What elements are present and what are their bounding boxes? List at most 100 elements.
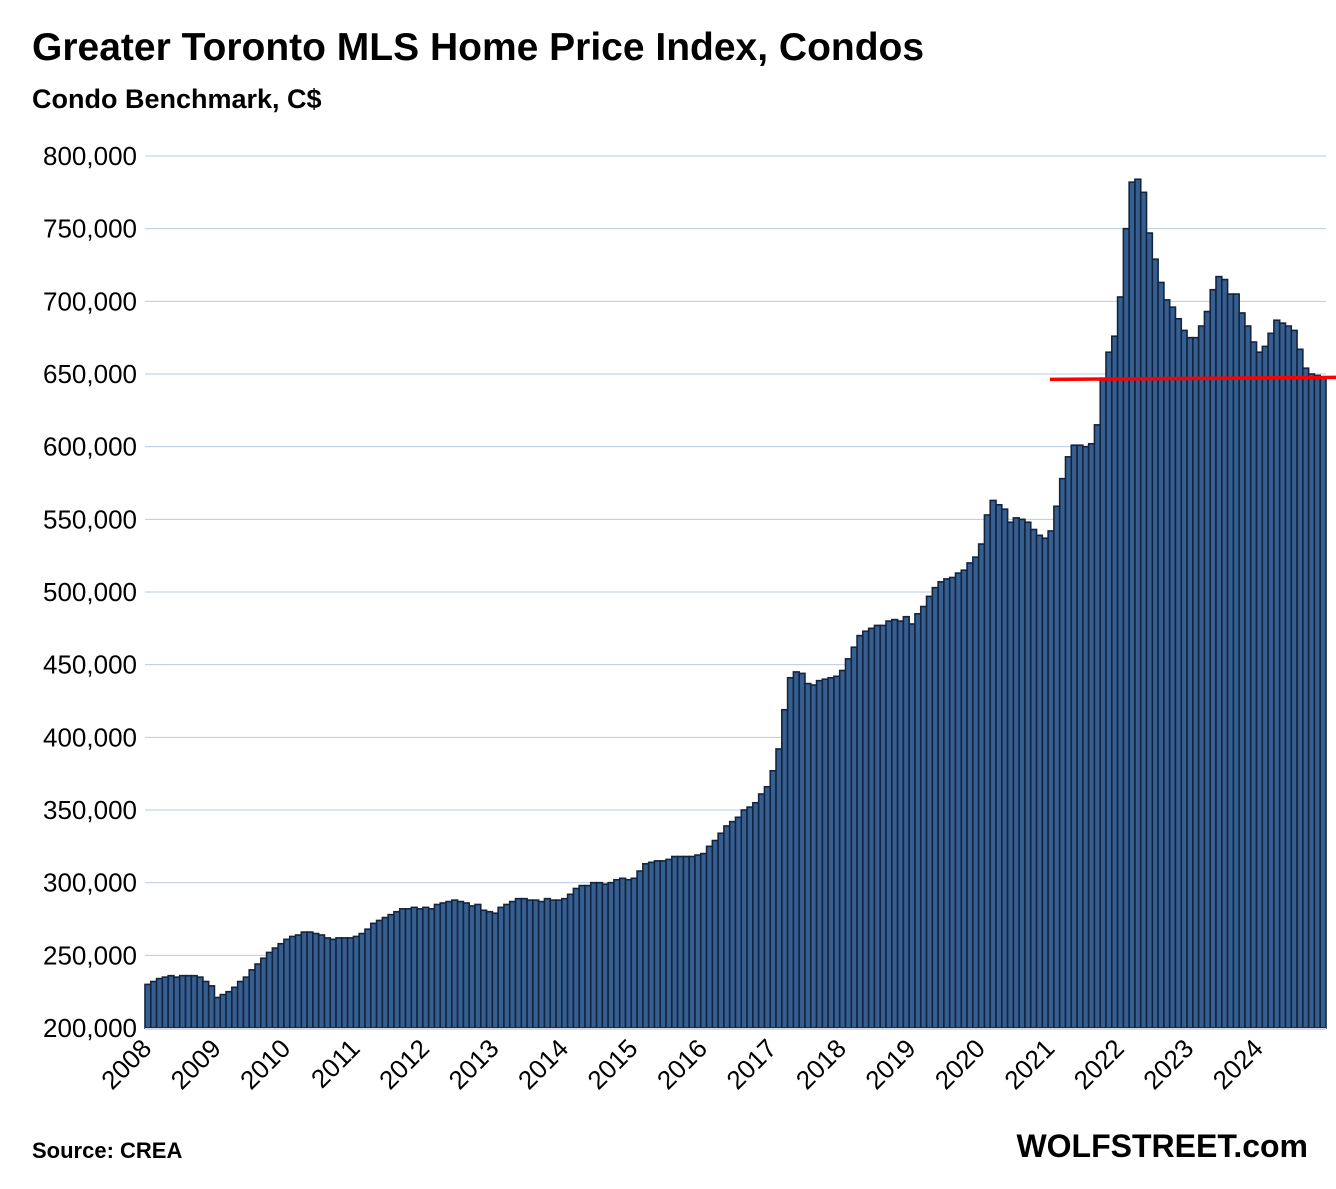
chart-title: Greater Toronto MLS Home Price Index, Co…: [32, 26, 925, 69]
bar: [1302, 367, 1310, 1029]
bar: [966, 562, 974, 1029]
bar: [1093, 424, 1102, 1029]
chart-subtitle: Condo Benchmark, C$: [32, 84, 322, 114]
bar: [734, 816, 743, 1029]
bar: [364, 928, 372, 1029]
bar: [601, 883, 609, 1029]
bar: [919, 605, 928, 1029]
bar: [479, 909, 488, 1029]
bar: [671, 855, 679, 1029]
bar: [902, 615, 910, 1029]
bar: [931, 586, 939, 1029]
bar: [879, 624, 887, 1029]
bar: [1249, 341, 1258, 1029]
bar: [526, 899, 534, 1029]
bar: [589, 881, 598, 1029]
bar: [1006, 521, 1015, 1029]
bar: [717, 832, 725, 1029]
bar: [485, 910, 494, 1029]
bar: [445, 900, 453, 1029]
bar: [254, 963, 262, 1029]
reference-line: [1049, 375, 1336, 382]
bar: [456, 900, 465, 1029]
bar: [387, 913, 395, 1029]
bar: [416, 908, 424, 1029]
bar: [341, 937, 349, 1029]
bar: [561, 897, 569, 1029]
bar: [277, 942, 285, 1029]
x-tick-label: 2009: [165, 1033, 227, 1095]
bar: [925, 595, 934, 1029]
bar: [231, 986, 239, 1029]
bar: [1307, 373, 1316, 1029]
x-tick-label: 2021: [998, 1033, 1060, 1095]
bar: [1238, 312, 1246, 1029]
bar: [1053, 505, 1061, 1029]
bar: [1261, 345, 1269, 1029]
bar: [184, 974, 193, 1029]
bar: [1278, 322, 1287, 1029]
bar: [896, 620, 905, 1029]
bar: [1180, 329, 1188, 1029]
bar: [294, 934, 303, 1029]
bar: [1284, 325, 1293, 1029]
bar: [1082, 445, 1090, 1029]
bar: [1064, 456, 1073, 1029]
bar: [613, 878, 621, 1029]
y-tick-label: 600,000: [43, 432, 137, 462]
bar: [1226, 293, 1235, 1029]
bar: [763, 785, 772, 1029]
bar: [699, 852, 708, 1029]
bar: [618, 877, 627, 1029]
bar: [972, 556, 980, 1029]
bar: [514, 897, 523, 1029]
x-tick-label: 2022: [1068, 1033, 1130, 1095]
bar: [352, 935, 361, 1029]
bar: [225, 990, 233, 1029]
bar: [1197, 325, 1206, 1029]
bar: [213, 996, 222, 1029]
y-tick-label: 250,000: [43, 940, 137, 970]
bar: [1018, 518, 1026, 1029]
bar: [1157, 281, 1165, 1029]
bar: [503, 903, 511, 1029]
bar: [259, 957, 268, 1029]
bar: [404, 908, 413, 1029]
x-tick-label: 2012: [373, 1033, 435, 1095]
bar: [647, 861, 656, 1029]
bar: [833, 675, 841, 1029]
bar: [1139, 191, 1148, 1029]
bar: [624, 878, 633, 1029]
x-tick-label: 2020: [929, 1033, 991, 1095]
x-tick-label: 2019: [859, 1033, 921, 1095]
bar: [1192, 336, 1200, 1029]
x-tick-label: 2014: [512, 1033, 574, 1095]
bar: [844, 658, 853, 1029]
bar: [433, 903, 442, 1029]
bar: [682, 855, 690, 1029]
bar: [1024, 521, 1032, 1029]
bar: [711, 839, 719, 1029]
y-tick-label: 500,000: [43, 577, 137, 607]
bar: [1163, 299, 1171, 1029]
bar: [207, 985, 216, 1029]
bar: [335, 937, 343, 1029]
bar: [393, 910, 401, 1029]
bar: [914, 612, 922, 1029]
bar: [1116, 296, 1125, 1029]
bar: [149, 980, 158, 1029]
bar: [728, 820, 737, 1029]
x-tick-label: 2018: [790, 1033, 852, 1095]
bar: [665, 858, 673, 1029]
bar: [804, 682, 812, 1029]
bar: [723, 825, 731, 1029]
bar: [1313, 374, 1322, 1029]
bar: [451, 899, 459, 1029]
bar: [1220, 278, 1229, 1029]
y-tick-label: 350,000: [43, 795, 137, 825]
bar: [1099, 379, 1107, 1029]
y-tick-label: 550,000: [43, 504, 137, 534]
y-tick-label: 800,000: [43, 141, 137, 171]
x-tick-label: 2017: [720, 1033, 782, 1095]
bar: [1273, 319, 1281, 1029]
